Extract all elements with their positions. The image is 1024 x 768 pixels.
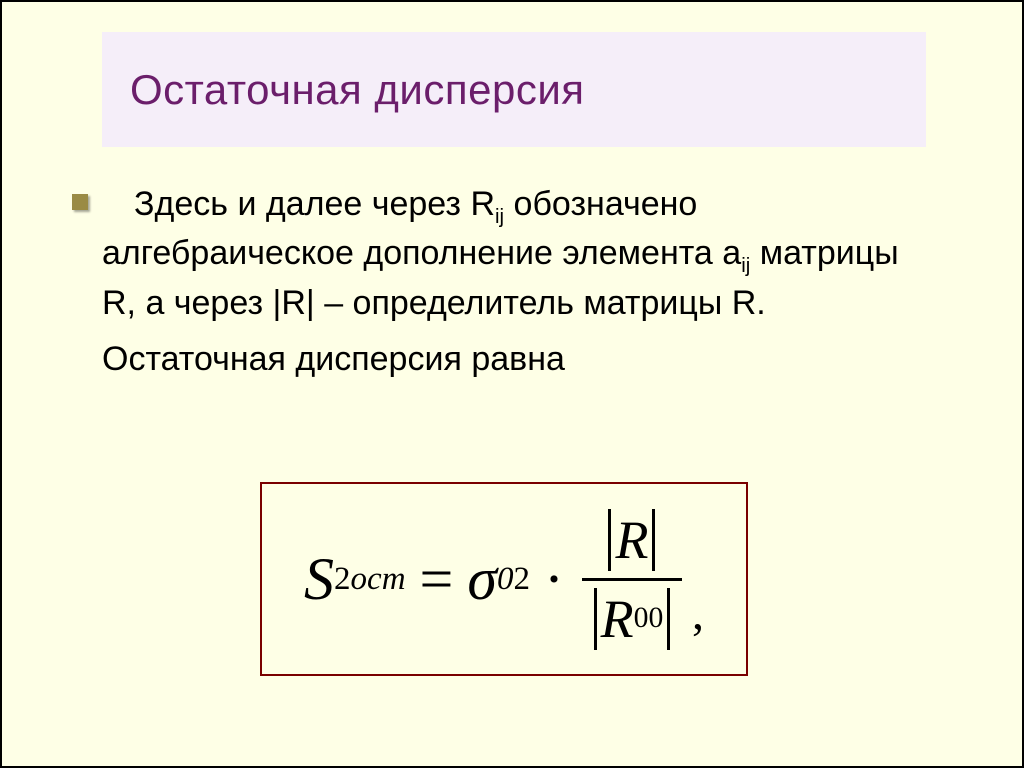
abs-R00: R00 <box>590 588 675 650</box>
lhs-sup: 2 <box>334 561 351 598</box>
sigma-sub: 0 <box>497 561 514 598</box>
body-text-block: Здесь и далее через Rij обозначено алгеб… <box>102 182 902 392</box>
abs-bar-left-icon <box>608 509 611 571</box>
trailing-comma: , <box>692 586 704 655</box>
slide-canvas: Остаточная дисперсия Здесь и далее через… <box>0 0 1024 768</box>
p1-sub1: ij <box>495 206 504 228</box>
formula-box: S2ост = σ02 · R R00 <box>260 482 748 676</box>
equals-sign: = <box>420 545 454 614</box>
abs-bar-right-icon <box>652 509 655 571</box>
denominator: R00 <box>584 583 681 655</box>
abs-bar-left-icon <box>594 588 597 650</box>
fraction-line-icon <box>582 578 682 581</box>
formula: S2ост = σ02 · R R00 <box>304 504 704 655</box>
numerator: R <box>598 504 665 576</box>
den-sub: 00 <box>634 602 664 635</box>
fraction: R R00 <box>582 504 682 655</box>
slide-title: Остаточная дисперсия <box>130 66 585 114</box>
lhs-S: S <box>304 545 334 614</box>
abs-R: R <box>604 509 659 571</box>
bullet-icon <box>72 194 88 210</box>
p1-pre: Здесь и далее через R <box>134 185 495 223</box>
p1-sub2: ij <box>741 255 750 277</box>
middot: · <box>544 545 564 614</box>
paragraph-1: Здесь и далее через Rij обозначено алгеб… <box>102 182 902 327</box>
paragraph-2: Остаточная дисперсия равна <box>102 337 902 383</box>
lhs-sub: ост <box>351 561 406 598</box>
sigma: σ <box>467 545 497 614</box>
abs-bar-right-icon <box>667 588 670 650</box>
title-banner: Остаточная дисперсия <box>102 32 926 147</box>
num-R: R <box>615 509 648 571</box>
sigma-sup: 2 <box>513 561 530 598</box>
den-R: R <box>601 588 634 650</box>
